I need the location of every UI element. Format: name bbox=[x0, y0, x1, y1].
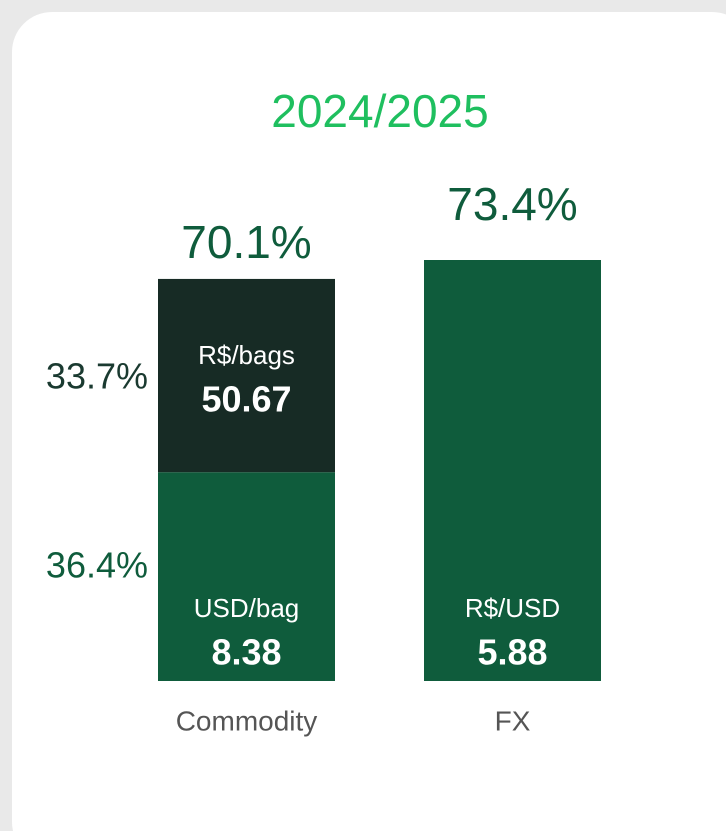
bar-segment bbox=[424, 260, 601, 681]
chart-title: 2024/2025 bbox=[271, 85, 488, 137]
segment-label: 33.7% bbox=[46, 355, 148, 396]
unit-value: 5.88 bbox=[477, 632, 547, 673]
total-label: 70.1% bbox=[181, 216, 311, 268]
segment-label: 36.4% bbox=[46, 545, 148, 586]
unit-value: 8.38 bbox=[211, 632, 281, 673]
unit-label: R$/USD bbox=[465, 593, 560, 623]
value-label: 73.4% bbox=[447, 178, 577, 230]
bar-segment bbox=[158, 472, 335, 681]
bar-segment bbox=[158, 278, 335, 473]
unit-value: 50.67 bbox=[201, 378, 291, 419]
x-tick-label: Commodity bbox=[176, 705, 318, 736]
unit-label: R$/bags bbox=[198, 340, 295, 370]
unit-label: USD/bag bbox=[194, 593, 300, 623]
x-tick-label: FX bbox=[495, 705, 531, 736]
